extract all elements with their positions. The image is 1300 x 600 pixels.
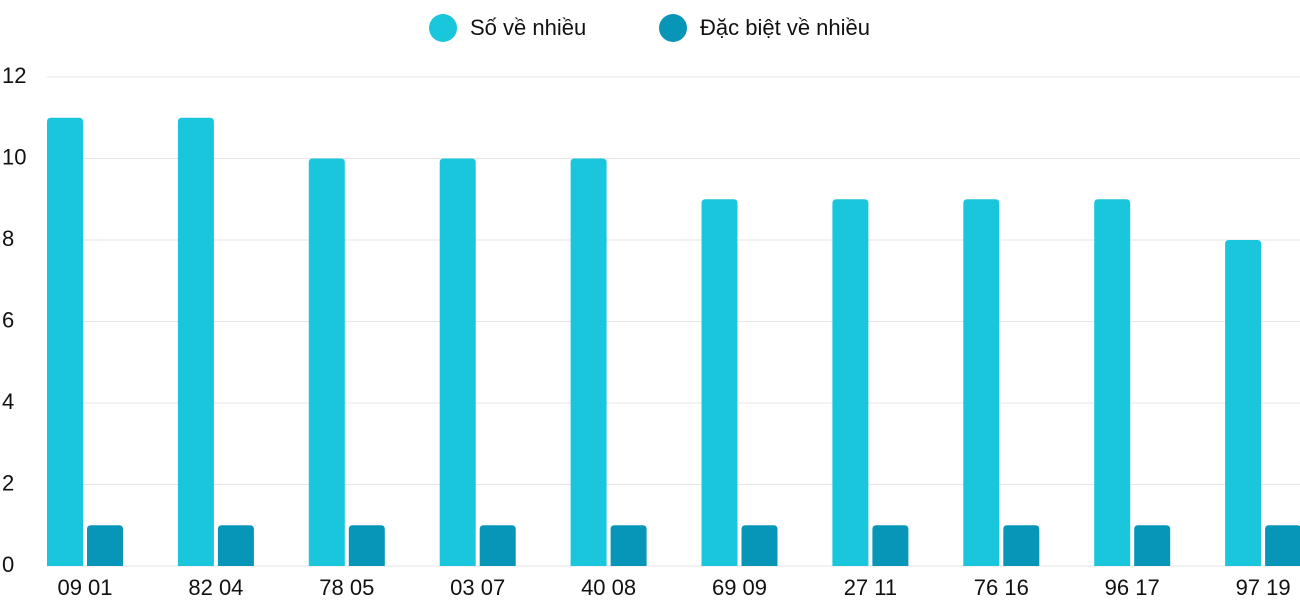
bar [701,199,738,566]
x-tick-label: 96 17 [1105,575,1160,600]
x-tick-label: 09 01 [57,575,112,600]
bar [177,117,214,566]
y-tick-label: 2 [2,470,14,495]
legend: Số về nhiều Đặc biệt về nhiều [429,14,870,42]
y-tick-label: 4 [2,389,14,414]
x-tick-label: 97 19 [1236,575,1291,600]
bar [832,199,869,566]
y-tick-label: 6 [2,307,14,332]
x-tick-label: 40 08 [581,575,636,600]
bar [348,525,385,566]
x-tick-label: 69 09 [712,575,767,600]
bar [308,158,345,566]
x-tick-label: 82 04 [188,575,243,600]
bar [217,525,254,566]
bar [963,199,1000,566]
bar [87,525,123,566]
bar [872,525,909,566]
bar [570,158,607,566]
bar [610,525,647,566]
y-tick-label: 0 [2,552,14,577]
bar [1134,525,1171,566]
bar [1265,525,1300,566]
legend-swatch [659,14,687,42]
bar [479,525,516,566]
legend-swatch [429,14,457,42]
x-tick-label: 27 11 [844,575,897,600]
legend-label: Số về nhiều [470,15,586,40]
bar [1003,525,1040,566]
legend-label: Đặc biệt về nhiều [700,15,870,40]
bar [1225,240,1262,566]
x-tick-label: 78 05 [319,575,374,600]
x-tick-label: 76 16 [974,575,1029,600]
y-tick-label: 12 [2,63,26,88]
bar [47,117,83,566]
y-tick-label: 8 [2,226,14,251]
x-tick-label: 03 07 [450,575,505,600]
bar [741,525,778,566]
bar [439,158,476,566]
y-tick-label: 10 [2,144,26,169]
bar [1094,199,1131,566]
